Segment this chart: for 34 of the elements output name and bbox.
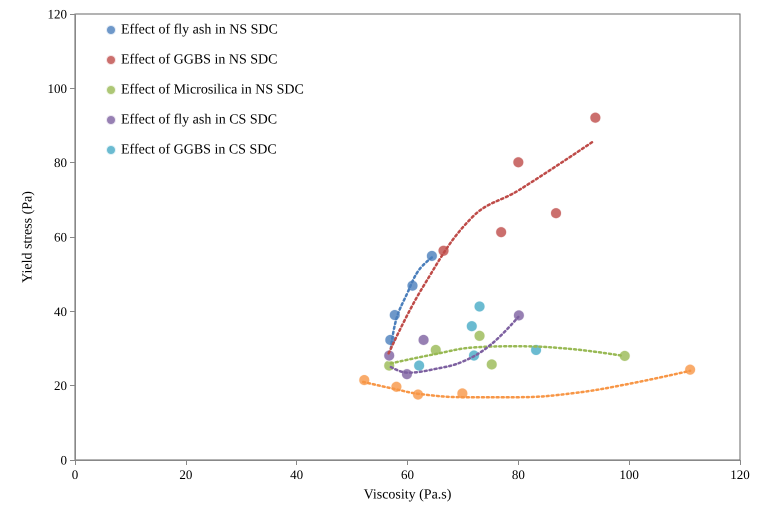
point [512, 156, 524, 168]
y-tick-label: 120 [48, 6, 67, 22]
point [589, 112, 602, 124]
point [426, 250, 438, 262]
point [495, 226, 508, 238]
point [550, 207, 562, 220]
legend-label: Effect of GGBS in NS SDC [121, 52, 278, 68]
legend-label: Effect of GGBS in CS SDC [121, 142, 277, 158]
y-tick-label: 60 [54, 230, 67, 244]
x-tick-label: 40 [290, 467, 304, 482]
y-tick-label: 40 [54, 304, 67, 319]
point [413, 360, 426, 372]
x-axis-title: Viscosity (Pa.s) [364, 488, 452, 502]
point [466, 320, 478, 332]
point [618, 350, 631, 362]
y-tick-label: 80 [54, 155, 67, 170]
legend-label: Effect of fly ash in CS SDC [121, 112, 278, 128]
y-axis-title: Yield stress (Pa) [20, 190, 36, 283]
x-tick-label: 80 [512, 467, 525, 482]
y-tick-label: 20 [54, 378, 67, 394]
legend-label: Effect of fly ash in NS SDC [121, 22, 278, 38]
point [486, 358, 498, 370]
legend-label: Effect of Microsilica in NS SDC [121, 82, 304, 98]
x-tick-label: 120 [730, 467, 750, 482]
y-tick-label: 0 [60, 452, 67, 468]
x-tick-label: 100 [619, 467, 639, 482]
x-tick-label: 60 [401, 467, 414, 482]
y-tick-label: 100 [48, 80, 67, 96]
x-tick-label: 0 [72, 467, 78, 482]
point [474, 300, 486, 312]
point [512, 309, 525, 322]
point [418, 334, 430, 346]
point [474, 330, 486, 342]
x-tick-label: 20 [179, 467, 192, 482]
